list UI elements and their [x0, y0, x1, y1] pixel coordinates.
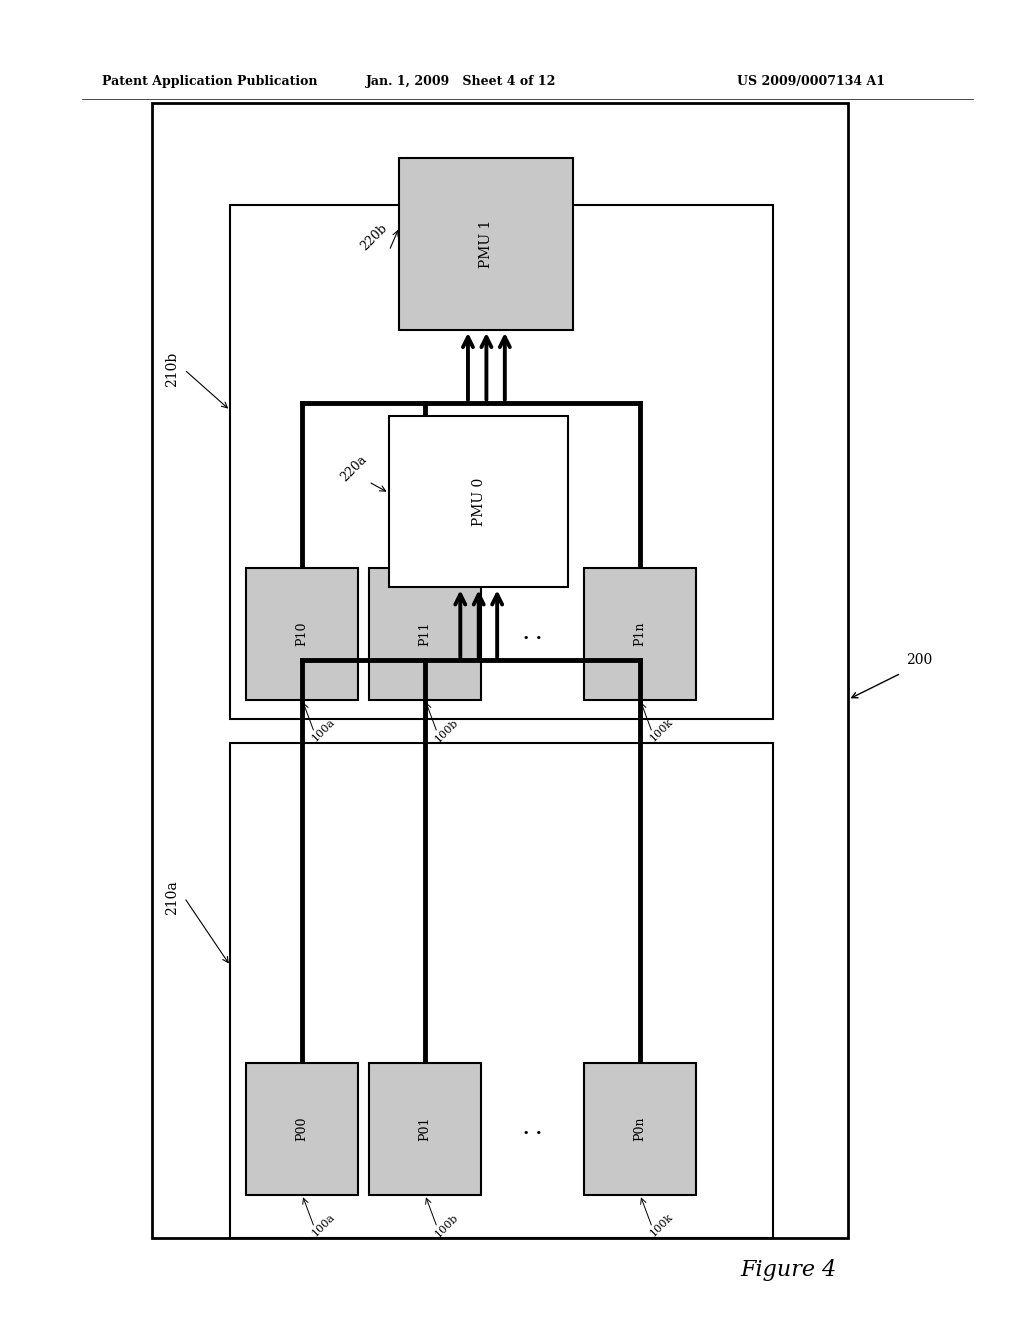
Text: P10: P10 — [296, 622, 308, 645]
Text: 100k: 100k — [648, 717, 675, 743]
Text: P11: P11 — [419, 622, 431, 645]
Bar — [369, 568, 481, 700]
Text: . .: . . — [523, 1119, 542, 1138]
Text: P00: P00 — [296, 1117, 308, 1140]
Text: Patent Application Publication: Patent Application Publication — [102, 75, 317, 88]
Bar — [369, 1063, 481, 1195]
Text: 100b: 100b — [433, 1212, 461, 1239]
Text: 100k: 100k — [648, 1212, 675, 1238]
Text: PMU 0: PMU 0 — [472, 478, 485, 525]
Text: 210a: 210a — [165, 880, 179, 915]
Bar — [584, 568, 696, 700]
Bar — [152, 103, 848, 1238]
Text: Jan. 1, 2009   Sheet 4 of 12: Jan. 1, 2009 Sheet 4 of 12 — [366, 75, 556, 88]
Bar — [389, 416, 568, 587]
Text: P0n: P0n — [634, 1117, 646, 1140]
Bar — [230, 743, 773, 1238]
Text: 220b: 220b — [358, 222, 389, 253]
Text: 210b: 210b — [165, 352, 179, 387]
Text: . .: . . — [523, 624, 542, 643]
Text: PMU 1: PMU 1 — [479, 220, 494, 268]
Bar — [230, 205, 773, 719]
Text: P01: P01 — [419, 1117, 431, 1140]
Text: 100b: 100b — [433, 717, 461, 744]
Bar — [246, 568, 358, 700]
Text: Figure 4: Figure 4 — [740, 1259, 837, 1280]
Bar — [399, 158, 573, 330]
Text: 220a: 220a — [338, 453, 369, 484]
Text: 100a: 100a — [310, 717, 337, 743]
Bar — [246, 1063, 358, 1195]
Text: P1n: P1n — [634, 622, 646, 645]
Text: 100a: 100a — [310, 1212, 337, 1238]
Bar — [584, 1063, 696, 1195]
Text: 200: 200 — [906, 653, 933, 667]
Text: US 2009/0007134 A1: US 2009/0007134 A1 — [737, 75, 886, 88]
